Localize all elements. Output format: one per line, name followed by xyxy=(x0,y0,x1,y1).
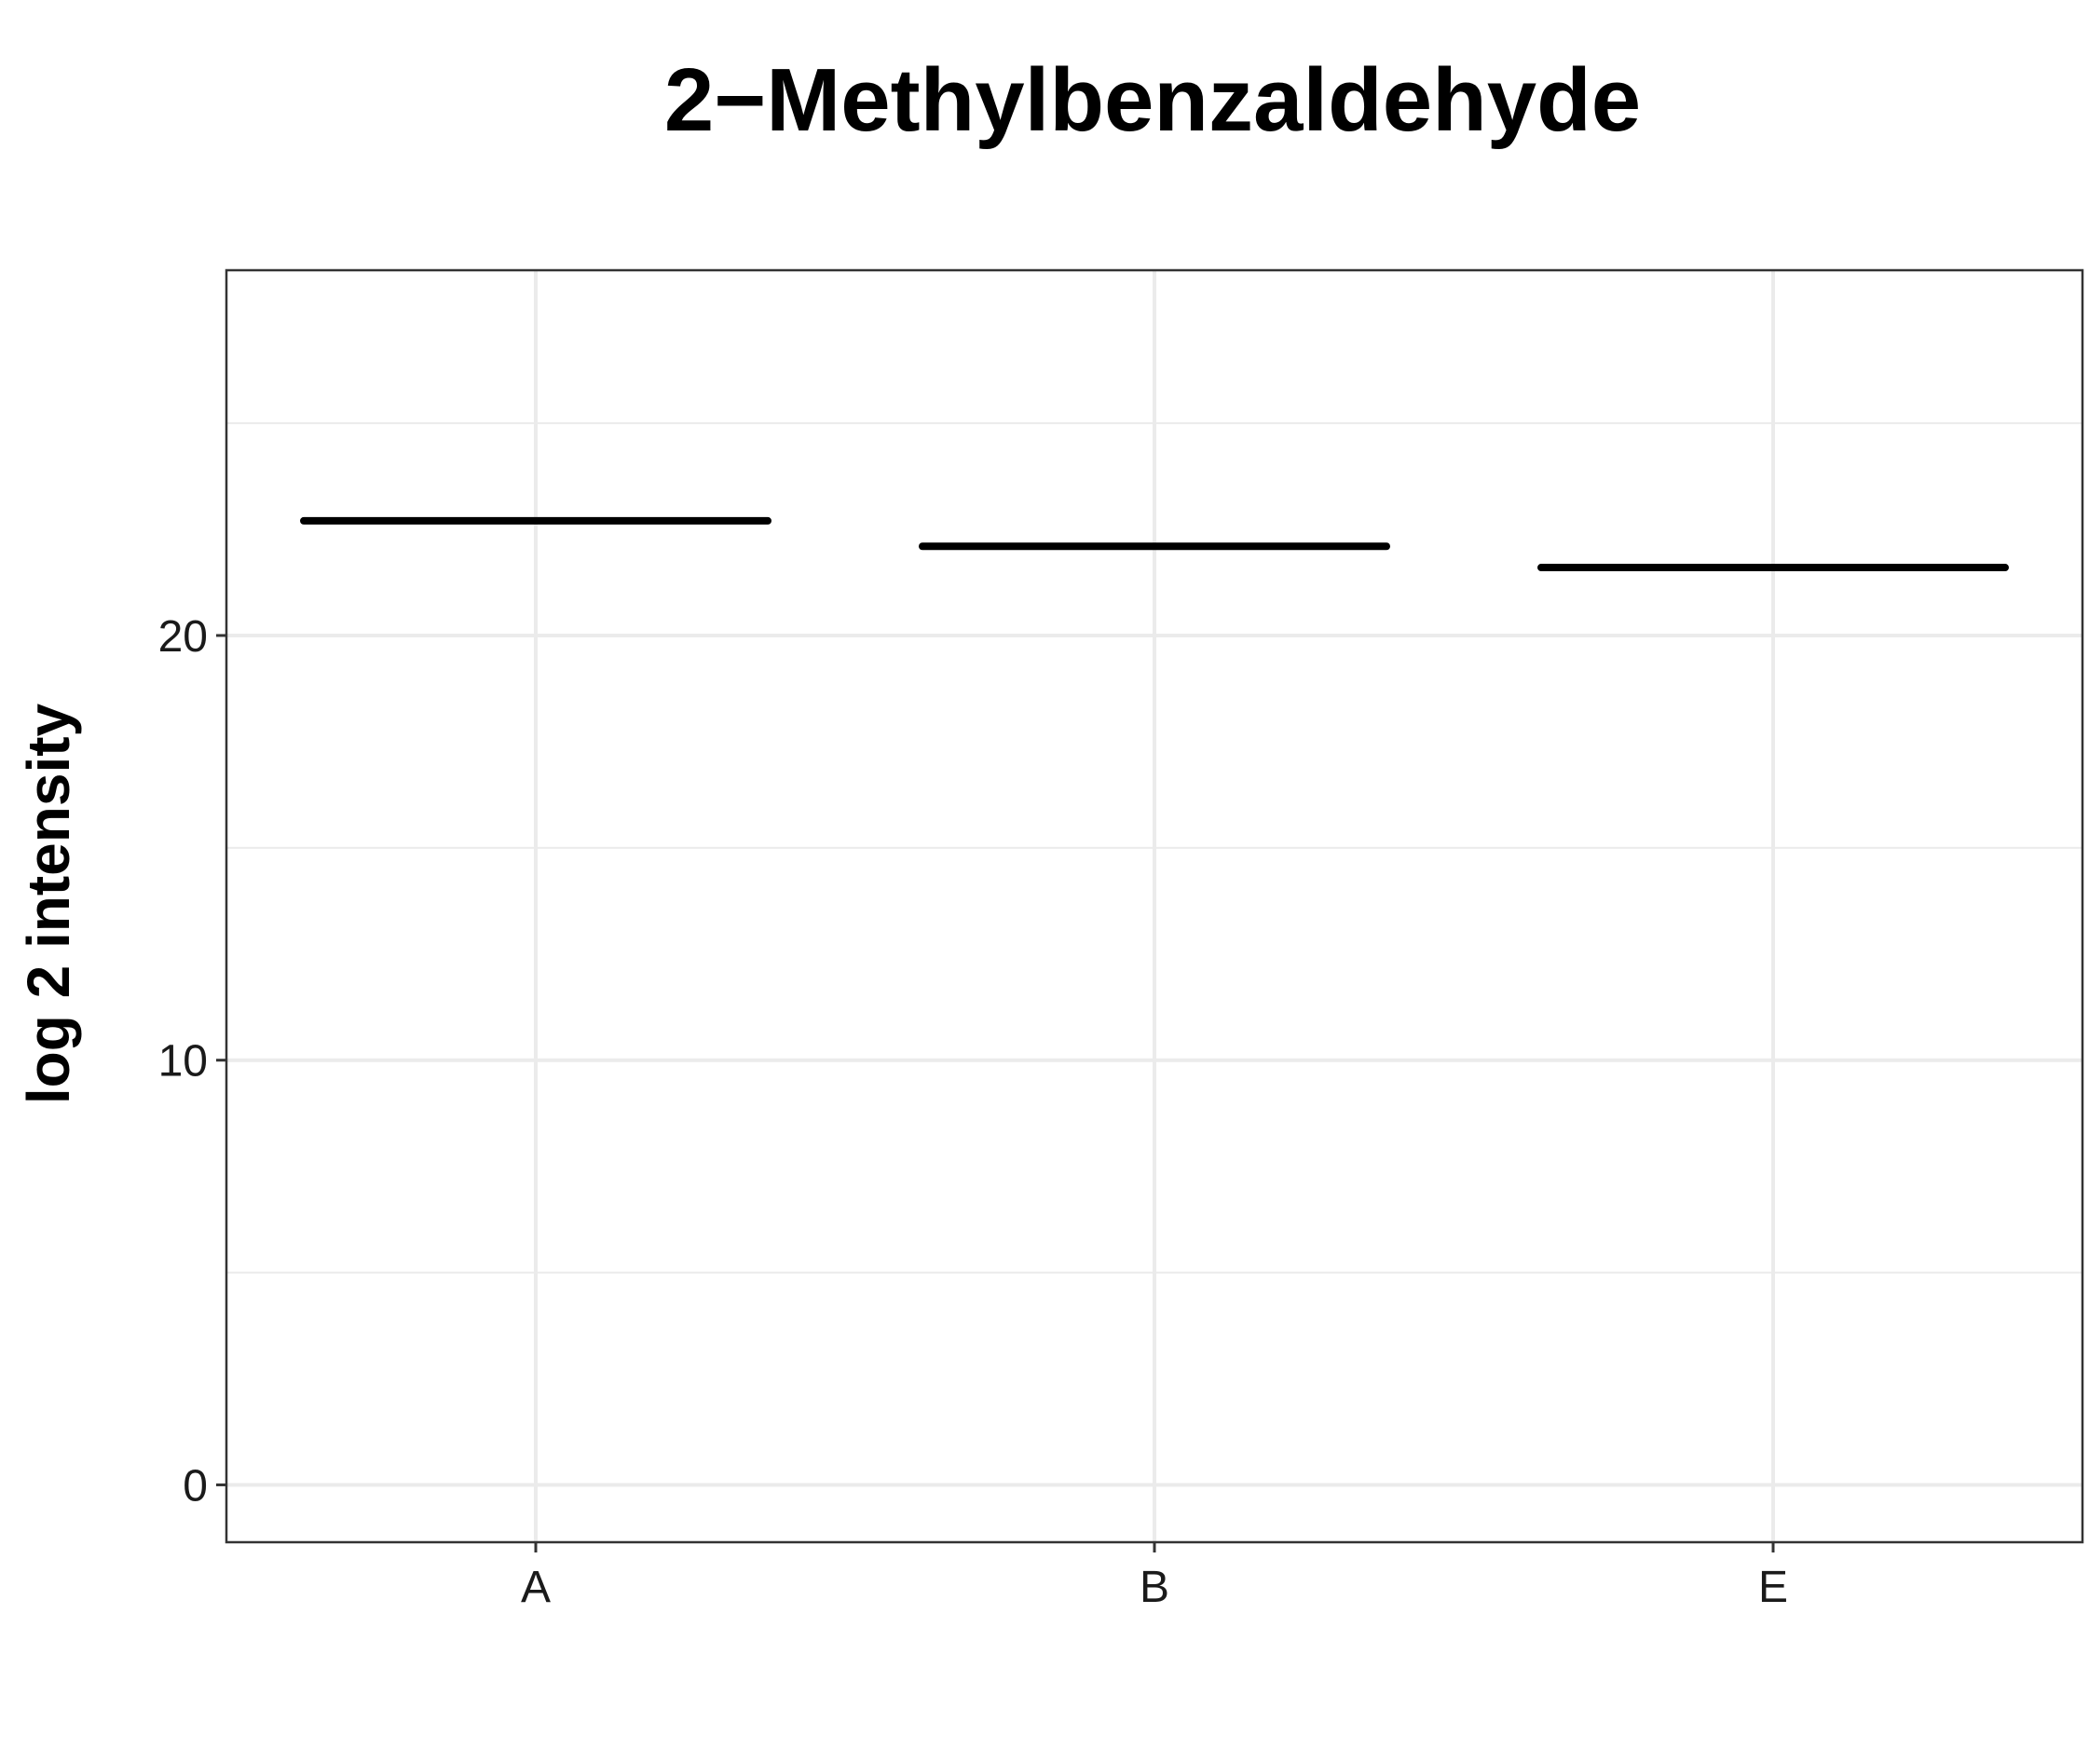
grid-layer xyxy=(226,270,2082,1542)
y-tick-label: 10 xyxy=(158,1037,208,1087)
x-tick-label: E xyxy=(1758,1563,1788,1612)
x-tick-label: A xyxy=(521,1563,551,1612)
y-tick-label: 20 xyxy=(158,612,208,662)
axis-layer: 0 10 20 A B E xyxy=(158,612,1788,1612)
mark-layer xyxy=(300,516,2009,572)
x-tick-label: B xyxy=(1140,1563,1169,1612)
y-tick-label: 0 xyxy=(183,1461,208,1511)
y-axis-title: log 2 intensity xyxy=(15,703,82,1104)
chart-title: 2−Methylbenzaldehyde xyxy=(664,50,1641,150)
